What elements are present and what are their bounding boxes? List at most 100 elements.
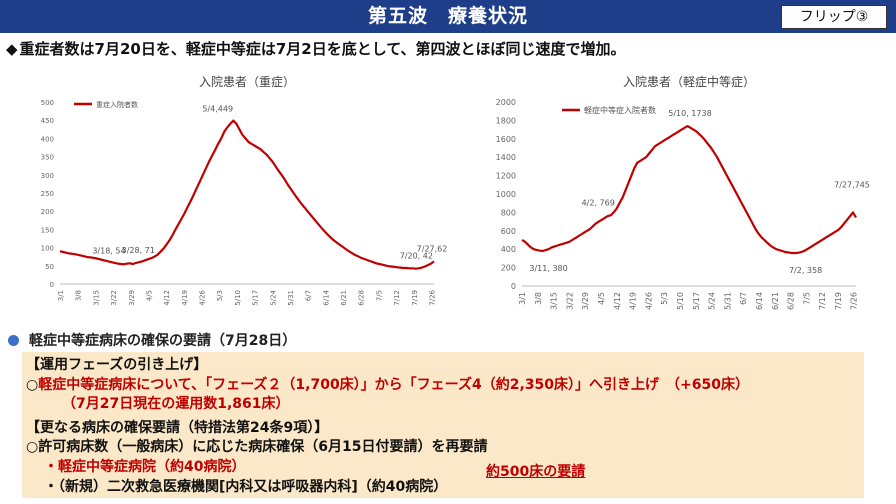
y-tick-label: 250 (41, 190, 54, 198)
y-tick-label: 1000 (496, 190, 516, 199)
data-label: 3/11, 380 (529, 264, 567, 273)
headline: ◆ 重症者数は7月20日を、軽症中等症は7月2日を底として、第四波とほぼ同じ速度で… (6, 38, 626, 59)
request-panel (22, 352, 864, 498)
data-label: 3/18, 54 (92, 246, 125, 255)
phase-heading: 【運用フェーズの引き上げ】 (26, 357, 208, 373)
x-tick-label: 3/29 (581, 292, 590, 310)
data-label: 7/2, 358 (789, 266, 822, 275)
x-tick-label: 6/28 (358, 290, 366, 306)
data-label: 3/28, 71 (122, 246, 155, 255)
legend-label: 重症入院者数 (96, 100, 138, 109)
y-tick-label: 0 (50, 281, 54, 289)
x-tick-label: 7/26 (428, 289, 436, 305)
data-label: 7/20, 42 (400, 252, 433, 261)
y-tick-label: 50 (45, 263, 54, 271)
y-tick-label: 2000 (496, 98, 516, 107)
x-tick-label: 7/5 (375, 290, 383, 301)
chart2-svg: 入院患者（軽症中等症） 0 200 400 600 800 1000 1200 1400 1600… (496, 74, 870, 310)
x-tick-label: 6/14 (755, 292, 764, 310)
x-tick-label: 7/12 (818, 292, 827, 310)
chart-title: 入院患者（重症） (199, 74, 295, 89)
x-tick-label: 7/5 (802, 292, 811, 305)
y-tick-label: 200 (41, 208, 54, 216)
y-tick-label: 200 (501, 264, 516, 273)
x-tick-label: 5/10 (234, 290, 242, 306)
x-tick-label: 5/3 (216, 290, 224, 301)
y-tick-label: 1200 (496, 172, 516, 181)
y-tick-label: 1600 (496, 135, 516, 144)
diamond-icon: ◆ (6, 40, 18, 58)
law-heading: 【更なる病床の確保要請（特措法第24条9項）】 (26, 420, 329, 436)
section-title: 軽症中等症病床の確保の要請（7月28日） (8, 330, 296, 350)
x-tick-label: 7/19 (834, 292, 843, 310)
y-tick-label: 1800 (496, 116, 516, 125)
y-tick-label: 0 (511, 282, 516, 291)
x-tick-label: 3/15 (92, 290, 100, 306)
circle-mark: ○ (26, 377, 39, 393)
chart1-svg: 入院患者（重症） 0 50 100 150 200 250 300 350 400 450 500 3/… (41, 74, 448, 306)
x-tick-label: 6/7 (739, 292, 748, 305)
bullet-dot-icon (8, 335, 19, 346)
x-tick-label: 5/10 (676, 292, 685, 310)
phase-line-1-text: 軽症中等症病床について、「フェーズ２（1,700床）」から「フェーズ4（約2,3… (38, 377, 749, 393)
y-tick-label: 400 (41, 135, 54, 143)
x-tick-label: 7/19 (411, 290, 419, 306)
x-tick-label: 3/22 (565, 292, 574, 310)
x-tick-label: 5/31 (287, 290, 295, 306)
x-tick-label: 5/3 (660, 292, 669, 305)
law-item-1: ・軽症中等症病院（約40病院） (44, 459, 246, 475)
x-tick-label: 3/22 (110, 290, 118, 306)
chart-title: 入院患者（軽症中等症） (623, 74, 755, 89)
y-tick-label: 300 (41, 172, 54, 180)
y-tick-label: 400 (501, 245, 516, 254)
y-tick-label: 150 (41, 226, 54, 234)
x-tick-label: 3/29 (128, 290, 136, 306)
legend-label: 軽症中等症入院者数 (584, 105, 656, 115)
x-tick-label: 4/26 (199, 289, 207, 305)
x-tick-label: 5/17 (252, 290, 260, 306)
y-tick-label: 800 (501, 208, 516, 217)
mild-chart: 入院患者（軽症中等症） 0 200 400 600 800 1000 1200 1400 1600… (490, 72, 870, 322)
x-tick-label: 6/7 (305, 290, 313, 301)
y-tick-label: 500 (41, 99, 54, 107)
section-title-text: 軽症中等症病床の確保の要請（7月28日） (29, 333, 297, 349)
y-tick-label: 350 (41, 154, 54, 162)
x-tick-label: 3/8 (75, 290, 83, 301)
x-tick-label: 7/26 (850, 292, 859, 310)
law-line-1: ○許可病床数（一般病床）に応じた病床確保（6月15日付要請）を再要請 (26, 439, 488, 455)
data-label: 5/4,449 (202, 105, 233, 114)
x-tick-label: 5/24 (269, 289, 277, 305)
y-tick-label: 450 (41, 117, 54, 125)
x-tick-label: 4/12 (163, 290, 171, 306)
x-tick-label: 6/21 (340, 290, 348, 306)
x-tick-label: 3/8 (534, 292, 543, 305)
law-item-2: ・（新規）二次救急医療機関[内科又は呼吸器内科]（約40病院） (44, 479, 448, 495)
data-label: 5/10, 1738 (668, 109, 711, 118)
flip-label: フリップ③ (781, 5, 887, 29)
x-tick-label: 6/28 (787, 292, 796, 310)
x-tick-label: 5/24 (708, 292, 717, 310)
x-tick-label: 3/15 (550, 292, 559, 310)
x-tick-label: 6/21 (771, 292, 780, 310)
y-tick-label: 600 (501, 227, 516, 236)
x-tick-label: 6/14 (322, 289, 330, 305)
x-tick-label: 3/1 (518, 292, 527, 305)
request-text: 約500床の要請 (486, 464, 586, 480)
header-bar (0, 0, 896, 33)
x-tick-label: 5/17 (692, 292, 701, 310)
x-tick-label: 4/5 (145, 290, 153, 301)
x-tick-label: 7/12 (393, 290, 401, 306)
headline-text: 重症者数は7月20日を、軽症中等症は7月2日を底として、第四波とほぼ同じ速度で増… (19, 40, 626, 58)
y-tick-label: 100 (41, 245, 54, 253)
data-label: 7/27,745 (834, 180, 870, 189)
y-tick-label: 1400 (496, 153, 516, 162)
series-line (521, 124, 857, 255)
x-tick-label: 4/5 (597, 292, 606, 305)
x-tick-label: 4/19 (181, 290, 189, 306)
x-tick-label: 3/1 (57, 290, 65, 301)
data-label: 7/27,62 (417, 244, 448, 253)
page-title: 第五波 療養状況 (367, 5, 528, 27)
x-tick-label: 4/12 (613, 292, 622, 310)
series-line (59, 119, 435, 270)
x-tick-label: 5/31 (723, 292, 732, 310)
